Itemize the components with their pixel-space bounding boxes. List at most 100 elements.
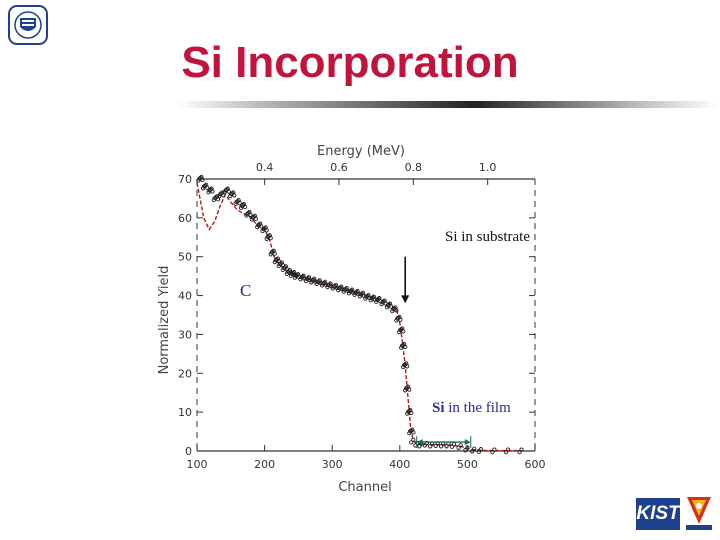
data-point xyxy=(400,343,405,348)
x-tick-label: 500 xyxy=(457,458,478,471)
data-point xyxy=(517,449,522,455)
title-underline xyxy=(178,101,718,108)
y-tick-label: 70 xyxy=(178,173,192,186)
data-point xyxy=(385,303,391,308)
annotation-si-film-rest: in the film xyxy=(445,400,512,416)
kist-logo-text: KIST xyxy=(636,498,680,530)
data-point xyxy=(406,409,411,414)
data-point xyxy=(326,282,331,288)
annotation-carbon: C xyxy=(240,281,251,300)
data-point xyxy=(347,289,353,294)
data-point xyxy=(293,273,299,278)
y-tick-label: 40 xyxy=(178,290,192,303)
data-point xyxy=(358,292,364,297)
film-arrow-head-left xyxy=(416,439,423,446)
annotation-si-substrate: Si in substrate xyxy=(445,229,530,245)
top-tick-label: 0.4 xyxy=(256,161,273,174)
y-tick-label: 20 xyxy=(178,367,192,380)
data-point xyxy=(315,279,320,285)
top-tick-label: 0.6 xyxy=(330,161,348,174)
data-point xyxy=(404,386,409,391)
data-point xyxy=(234,199,239,205)
data-point xyxy=(218,191,223,197)
university-seal-icon xyxy=(8,5,48,45)
data-point xyxy=(398,327,403,333)
data-point xyxy=(456,445,461,450)
data-point xyxy=(285,269,291,275)
data-point xyxy=(250,215,255,220)
data-point xyxy=(229,191,234,197)
data-point xyxy=(245,211,250,216)
data-point xyxy=(310,278,315,283)
measured-points-group xyxy=(196,174,524,455)
data-point xyxy=(422,443,427,448)
data-point xyxy=(277,261,282,267)
data-point xyxy=(444,444,449,449)
data-point xyxy=(289,271,295,276)
slide-title: Si Incorporation xyxy=(181,38,519,87)
top-tick-label: 0.8 xyxy=(405,161,423,174)
annotation-arrows xyxy=(401,256,472,449)
data-point xyxy=(353,290,358,295)
data-point xyxy=(331,284,337,289)
y-tick-label: 50 xyxy=(178,251,192,264)
data-point xyxy=(402,362,407,368)
data-point xyxy=(342,287,347,292)
data-point xyxy=(281,265,287,271)
data-point xyxy=(380,300,385,305)
data-point xyxy=(449,444,455,449)
data-point xyxy=(411,437,416,443)
data-point xyxy=(503,449,509,455)
data-point xyxy=(433,443,438,449)
data-point xyxy=(490,449,495,455)
data-point xyxy=(212,195,218,201)
data-point xyxy=(470,449,475,454)
y-tick-label: 10 xyxy=(178,406,192,419)
x-tick-label: 300 xyxy=(322,458,343,471)
film-arrow-head-right xyxy=(464,439,471,446)
annotation-si-film: Si in the film xyxy=(432,400,511,416)
data-point xyxy=(304,276,310,282)
data-point xyxy=(201,184,207,189)
x-tick-label: 200 xyxy=(254,458,275,471)
data-point xyxy=(408,429,413,434)
kist-emblem-icon xyxy=(686,497,712,530)
data-point xyxy=(369,296,374,301)
data-point xyxy=(337,286,342,291)
data-point xyxy=(472,446,477,451)
data-point xyxy=(265,234,270,240)
data-point xyxy=(391,307,396,312)
x-tick-label: 600 xyxy=(525,458,546,471)
plot-frame xyxy=(196,178,536,452)
data-point xyxy=(451,442,457,447)
data-point xyxy=(458,443,463,448)
top-axis-ticks: 0.4 0.6 0.8 1.0 xyxy=(256,161,496,185)
data-point xyxy=(239,203,245,208)
data-point xyxy=(261,226,266,232)
data-point xyxy=(505,447,511,452)
y-tick-label: 30 xyxy=(178,328,192,341)
data-point xyxy=(223,188,228,193)
annotation-si-film-bold: Si xyxy=(432,400,445,416)
data-point xyxy=(375,297,380,302)
data-point xyxy=(395,316,400,321)
x-tick-label: 400 xyxy=(389,458,410,471)
x-axis-ticks: 100 200 300 400 500 600 xyxy=(187,445,546,471)
data-point xyxy=(256,223,261,228)
x-tick-label: 100 xyxy=(187,458,208,471)
y-tick-label: 0 xyxy=(185,445,192,458)
substrate-arrow-head xyxy=(401,295,410,304)
data-point xyxy=(478,447,484,452)
data-point xyxy=(428,444,433,449)
data-point xyxy=(269,250,274,255)
data-point xyxy=(409,440,414,445)
y-axis-label: Normalized Yield xyxy=(157,266,172,375)
x-axis-label: Channel xyxy=(338,480,391,495)
y-tick-label: 60 xyxy=(178,212,192,225)
y-axis-ticks: 0 10 20 30 40 50 60 70 xyxy=(178,173,535,458)
data-point xyxy=(299,275,304,280)
data-point xyxy=(197,176,202,181)
top-axis-label: Energy (MeV) xyxy=(317,144,405,159)
data-point xyxy=(207,188,212,193)
data-point xyxy=(424,440,429,446)
